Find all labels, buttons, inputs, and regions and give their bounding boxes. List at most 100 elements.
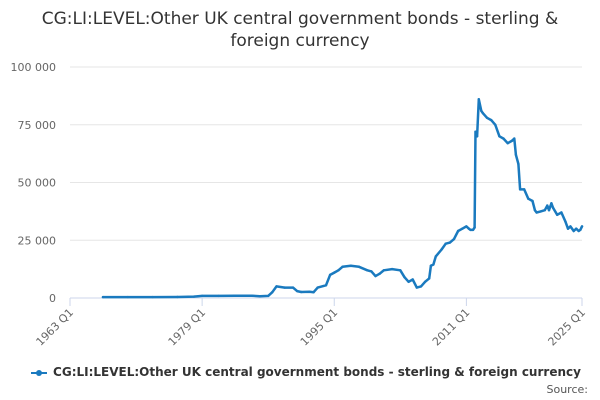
data-point[interactable] bbox=[428, 277, 431, 280]
data-point[interactable] bbox=[566, 227, 570, 230]
data-point[interactable] bbox=[517, 162, 520, 166]
data-point[interactable] bbox=[328, 273, 332, 277]
data-point[interactable] bbox=[473, 226, 476, 229]
data-point[interactable] bbox=[456, 229, 460, 233]
data-point[interactable] bbox=[513, 137, 516, 140]
source-credit[interactable]: Source: bbox=[546, 383, 589, 396]
data-point[interactable] bbox=[564, 220, 567, 223]
data-point[interactable] bbox=[357, 265, 361, 268]
data-point[interactable] bbox=[533, 209, 537, 212]
data-point[interactable] bbox=[580, 225, 584, 228]
data-point[interactable] bbox=[480, 109, 483, 113]
data-point[interactable] bbox=[415, 286, 418, 289]
data-point[interactable] bbox=[469, 228, 472, 232]
data-point[interactable] bbox=[234, 294, 237, 297]
data-point[interactable] bbox=[556, 213, 559, 216]
data-point[interactable] bbox=[547, 209, 551, 212]
data-point[interactable] bbox=[176, 295, 179, 299]
data-point[interactable] bbox=[283, 286, 286, 289]
data-point[interactable] bbox=[308, 290, 311, 293]
data-point[interactable] bbox=[300, 290, 303, 294]
data-point[interactable] bbox=[382, 269, 385, 272]
data-point[interactable] bbox=[407, 280, 410, 283]
data-point[interactable] bbox=[349, 264, 352, 267]
data-point[interactable] bbox=[498, 135, 501, 138]
data-point[interactable] bbox=[126, 295, 129, 299]
x-tick-label: 2025 Q1 bbox=[546, 306, 589, 349]
data-point[interactable] bbox=[527, 197, 530, 200]
data-point[interactable] bbox=[490, 118, 493, 122]
data-point[interactable] bbox=[481, 112, 485, 115]
data-point[interactable] bbox=[452, 237, 456, 241]
data-point[interactable] bbox=[341, 265, 344, 268]
data-point[interactable] bbox=[374, 274, 377, 278]
data-point[interactable] bbox=[550, 202, 553, 205]
data-point[interactable] bbox=[502, 137, 505, 140]
data-point[interactable] bbox=[560, 211, 563, 214]
data-point[interactable] bbox=[258, 295, 262, 298]
y-tick-label: 25 000 bbox=[18, 234, 57, 247]
data-point[interactable] bbox=[494, 123, 497, 127]
data-point[interactable] bbox=[337, 269, 340, 272]
data-point[interactable] bbox=[475, 135, 479, 138]
data-point[interactable] bbox=[200, 294, 204, 298]
legend[interactable]: CG:LI:LEVEL:Other UK central government … bbox=[20, 365, 592, 379]
data-point[interactable] bbox=[461, 227, 464, 230]
data-point[interactable] bbox=[579, 228, 582, 232]
data-point[interactable] bbox=[523, 188, 526, 191]
data-point[interactable] bbox=[474, 130, 477, 133]
y-axis: 0 25 000 50 000 75 000 100 000 bbox=[11, 61, 57, 305]
data-point[interactable] bbox=[324, 284, 328, 287]
data-point[interactable] bbox=[295, 289, 299, 293]
data-point[interactable] bbox=[506, 142, 509, 145]
data-point[interactable] bbox=[531, 199, 534, 203]
legend-label: CG:LI:LEVEL:Other UK central government … bbox=[53, 365, 581, 379]
data-point[interactable] bbox=[539, 210, 542, 213]
data-point[interactable] bbox=[448, 241, 452, 244]
data-point[interactable] bbox=[312, 291, 315, 294]
y-tick-label: 0 bbox=[49, 292, 56, 305]
data-point[interactable] bbox=[411, 278, 414, 281]
data-point[interactable] bbox=[432, 263, 435, 266]
x-axis: 1963 Q1 1979 Q1 1995 Q1 2011 Q1 2025 Q1 bbox=[34, 297, 589, 349]
data-point[interactable] bbox=[572, 229, 575, 233]
data-point[interactable] bbox=[419, 285, 423, 288]
data-point[interactable] bbox=[543, 209, 546, 212]
data-point[interactable] bbox=[429, 264, 433, 267]
data-point[interactable] bbox=[399, 269, 402, 272]
data-point[interactable] bbox=[575, 227, 578, 230]
data-point[interactable] bbox=[514, 153, 518, 156]
data-point[interactable] bbox=[217, 294, 220, 298]
data-point[interactable] bbox=[275, 285, 278, 288]
data-point[interactable] bbox=[569, 225, 572, 228]
data-point[interactable] bbox=[333, 271, 336, 274]
data-point[interactable] bbox=[423, 280, 427, 283]
data-point[interactable] bbox=[477, 98, 480, 101]
data-point[interactable] bbox=[403, 276, 406, 279]
data-point[interactable] bbox=[250, 294, 253, 297]
data-point[interactable] bbox=[267, 294, 270, 298]
data-point[interactable] bbox=[485, 116, 489, 120]
data-point[interactable] bbox=[535, 211, 538, 214]
data-point[interactable] bbox=[546, 204, 549, 207]
data-point[interactable] bbox=[291, 286, 295, 289]
data-point[interactable] bbox=[440, 248, 443, 251]
data-point[interactable] bbox=[434, 255, 437, 258]
data-point[interactable] bbox=[271, 291, 274, 294]
data-point[interactable] bbox=[465, 225, 468, 228]
data-point[interactable] bbox=[471, 228, 475, 232]
data-point[interactable] bbox=[370, 270, 373, 273]
data-point[interactable] bbox=[444, 242, 447, 245]
data-point[interactable] bbox=[510, 139, 513, 143]
data-point[interactable] bbox=[518, 188, 522, 191]
data-point[interactable] bbox=[390, 267, 394, 271]
data-point[interactable] bbox=[101, 295, 105, 299]
data-point[interactable] bbox=[316, 286, 319, 289]
data-point[interactable] bbox=[378, 272, 381, 275]
data-point[interactable] bbox=[192, 295, 196, 298]
data-point[interactable] bbox=[551, 206, 555, 210]
data-point[interactable] bbox=[366, 269, 369, 272]
data-point[interactable] bbox=[151, 295, 154, 299]
x-tick-label: 2011 Q1 bbox=[430, 306, 473, 349]
